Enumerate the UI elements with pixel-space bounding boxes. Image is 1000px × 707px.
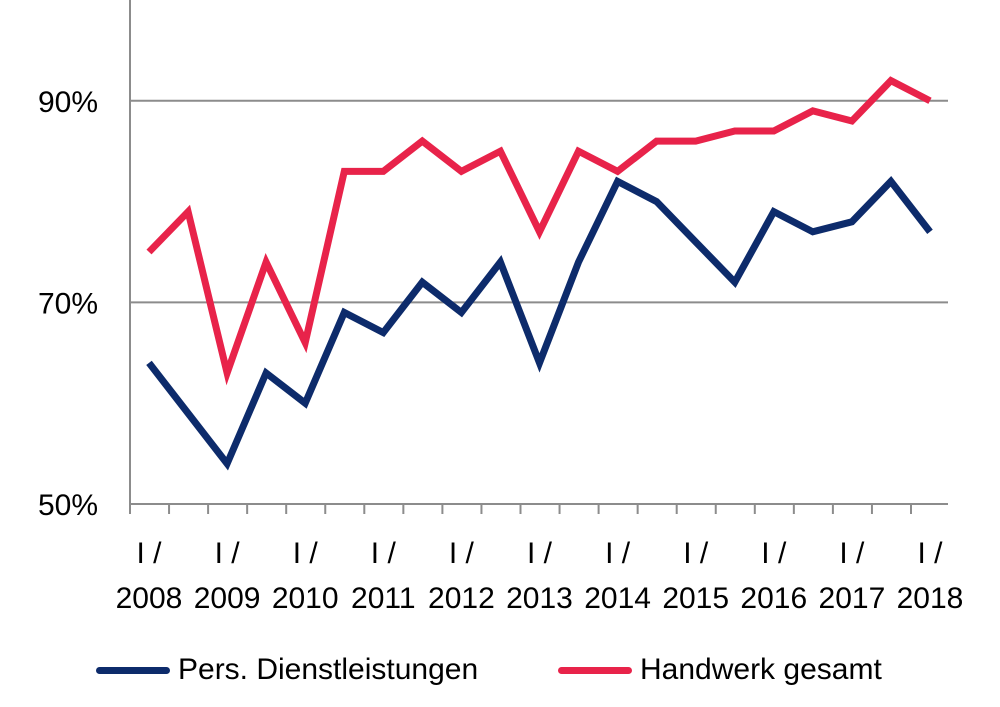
x-tick-label-quarter-2012: I / <box>449 537 475 570</box>
x-tick-label-quarter-2014: I / <box>605 537 631 570</box>
x-tick-label-quarter-2008: I / <box>136 537 162 570</box>
x-tick-label-year-2014: 2014 <box>584 582 651 615</box>
gridlines <box>130 99 948 304</box>
x-tick-label-year-2008: 2008 <box>116 582 183 615</box>
series-lines <box>146 76 933 471</box>
x-tick-label-year-2015: 2015 <box>662 582 729 615</box>
axes <box>129 0 948 514</box>
x-tick-label-quarter-2013: I / <box>527 537 553 570</box>
x-tick-label-quarter-2010: I / <box>293 537 319 570</box>
legend-swatch-handwerk-gesamt <box>558 666 632 674</box>
x-tick-label-quarter-2018: I / <box>917 537 943 570</box>
legend-swatch-pers-dienstleistungen <box>96 666 170 674</box>
legend: Pers. Dienstleistungen Handwerk gesamt <box>0 645 1000 695</box>
x-tick-label-year-2010: 2010 <box>272 582 339 615</box>
x-tick-label-year-2017: 2017 <box>819 582 886 615</box>
legend-item-handwerk-gesamt: Handwerk gesamt <box>558 645 882 695</box>
x-tick-label-year-2011: 2011 <box>351 582 416 615</box>
x-tick-label-quarter-2011: I / <box>371 537 397 570</box>
y-tick-label-50: 50% <box>38 489 98 522</box>
legend-label-handwerk-gesamt: Handwerk gesamt <box>640 653 882 686</box>
x-tick-label-year-2013: 2013 <box>506 582 573 615</box>
y-tick-label-90: 90% <box>38 86 98 119</box>
legend-item-pers-dienstleistungen: Pers. Dienstleistungen <box>96 645 478 695</box>
x-tick-label-quarter-2009: I / <box>215 537 241 570</box>
x-tick-label-year-2012: 2012 <box>428 582 495 615</box>
series-line-pers-dienstleistungen <box>146 176 933 471</box>
x-tick-labels: I / 2008 I / 2009 I / 2010 I / 2011 I / 2012 I / 20… <box>116 537 964 615</box>
x-tick-label-year-2018: 2018 <box>897 582 964 615</box>
legend-label-pers-dienstleistungen: Pers. Dienstleistungen <box>178 653 479 686</box>
x-tick-label-year-2016: 2016 <box>740 582 807 615</box>
y-tick-labels: 50% 70% 90% <box>38 86 98 522</box>
y-tick-label-70: 70% <box>38 287 98 320</box>
x-tick-label-quarter-2015: I / <box>683 537 709 570</box>
x-tick-label-year-2009: 2009 <box>194 582 261 615</box>
series-line-handwerk-gesamt <box>146 76 932 386</box>
x-tick-label-quarter-2017: I / <box>839 537 865 570</box>
x-tick-label-quarter-2016: I / <box>761 537 787 570</box>
